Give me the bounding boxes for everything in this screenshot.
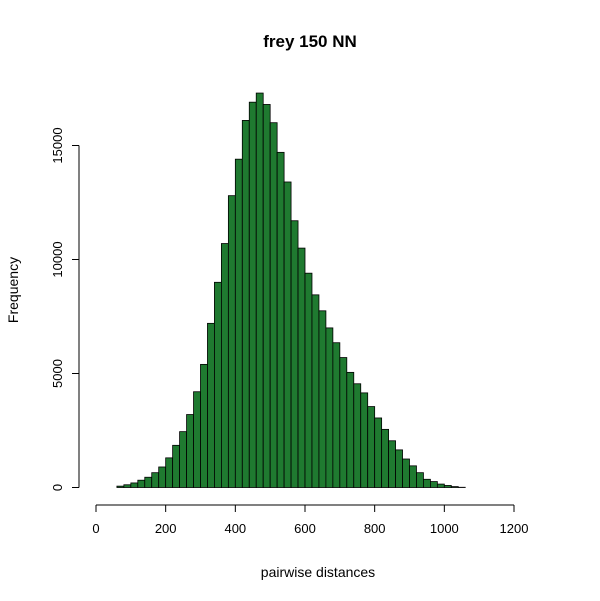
chart-title: frey 150 NN [263,32,357,51]
histogram-bar [193,391,201,488]
x-tick-label: 1000 [430,521,459,536]
histogram-bar [436,483,445,488]
histogram-bar [123,484,132,488]
x-axis-label: pairwise distances [261,564,375,580]
histogram-bar [353,383,362,488]
histogram-bar [450,486,459,488]
histogram-bar [290,220,299,488]
histogram-bar [262,104,271,488]
histogram-bar [227,195,236,488]
histogram-bar [374,417,383,488]
histogram-bar [339,357,348,488]
histogram-bar [346,371,355,488]
histogram-bar [416,472,424,488]
histogram-bar [248,101,257,488]
histogram-bar [151,472,160,488]
y-tick-label: 0 [50,484,65,491]
bars-group [116,92,466,488]
x-tick-label: 0 [92,521,99,536]
histogram-bar [388,440,396,488]
y-axis: 0 5000 10000 15000 [50,127,80,491]
histogram-bar [360,392,369,488]
histogram-bar [200,363,208,488]
x-tick-label: 400 [224,521,246,536]
histogram-bar [137,479,146,488]
histogram-bar [332,342,341,488]
histogram-bar [443,485,452,488]
histogram-bar [318,310,327,488]
histogram-bar [214,281,222,488]
histogram-bar [429,481,438,488]
histogram-bar [144,476,153,488]
histogram-bar [172,444,181,488]
y-tick-label: 15000 [50,127,65,163]
histogram-bar [255,92,264,488]
histogram-bar [207,322,215,488]
histogram-bar [423,478,431,488]
histogram-bar [325,327,334,488]
histogram-bar [402,458,410,488]
histogram-bar [165,457,174,488]
histogram-bar [241,120,250,488]
histogram-bar [234,158,243,488]
histogram-bar [276,151,285,488]
y-axis-label: Frequency [5,257,21,323]
histogram-bar [283,181,292,488]
histogram-bar [381,428,390,488]
histogram-bar [304,272,313,488]
x-tick-label: 600 [294,521,316,536]
histogram-bar [220,243,229,488]
x-tick-label: 1200 [500,521,529,536]
x-tick-label: 800 [364,521,386,536]
histogram-bar [395,449,403,488]
x-tick-label: 200 [155,521,177,536]
histogram-bar [367,406,376,488]
histogram-bar [130,482,139,488]
histogram-bar [116,485,125,488]
y-tick-label: 10000 [50,241,65,277]
histogram-bar [311,294,320,488]
y-tick-label: 5000 [50,359,65,388]
histogram-bar [186,414,194,488]
x-axis: 0 200 400 600 800 1000 1200 [92,504,529,536]
histogram-bar [269,122,278,488]
histogram-bar [297,247,306,488]
histogram-bar [409,465,417,488]
histogram-bar [179,431,187,488]
histogram-bar [158,466,167,488]
